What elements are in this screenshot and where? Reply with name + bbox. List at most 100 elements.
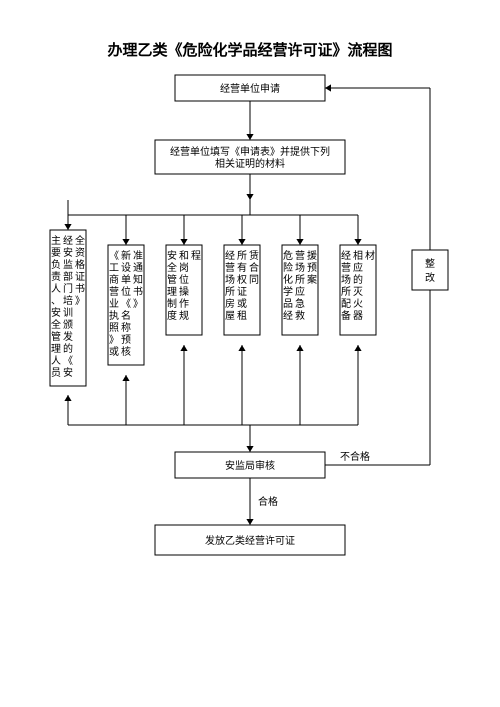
node-text: 要 xyxy=(51,247,61,259)
node-text: 业 xyxy=(109,298,119,310)
node-text: 营 xyxy=(225,261,235,274)
node-text: 险 xyxy=(283,261,293,274)
node-text: 相关证明的材料 xyxy=(215,157,285,170)
node-text: 全 xyxy=(75,234,85,247)
node-text: 通 xyxy=(133,262,143,274)
node-text: 证 xyxy=(75,271,85,283)
node-text: 场 xyxy=(295,261,305,274)
node-text: 称 xyxy=(121,321,131,334)
node-text: 或 xyxy=(237,298,247,310)
node-text: 、 xyxy=(51,296,61,307)
node-text: 岗 xyxy=(179,262,189,274)
node-text: 经营单位填写《申请表》并提供下列 xyxy=(170,145,330,158)
node-text: 营 xyxy=(109,285,119,298)
node-text: 预 xyxy=(307,262,317,274)
node-text: 设 xyxy=(121,262,131,274)
node-text: 安 xyxy=(63,366,73,379)
node-text: 经 xyxy=(63,234,73,247)
node-text: 和 xyxy=(179,250,189,262)
node-text: 准 xyxy=(133,250,143,262)
node-text: 管 xyxy=(167,273,177,286)
node-text: 火 xyxy=(353,298,363,310)
node-text: 的 xyxy=(63,342,73,355)
node-text: 赁 xyxy=(249,249,259,262)
node-text: 负 xyxy=(51,258,61,271)
node-text: 所 xyxy=(341,286,351,298)
node-text: 营 xyxy=(341,261,351,274)
node-text: 或 xyxy=(109,346,119,358)
node-text: 整 xyxy=(425,257,435,270)
node-text: 核 xyxy=(121,345,131,358)
diagram-title: 办理乙类《危险化学品经营许可证》流程图 xyxy=(107,41,392,59)
node-text: 安 xyxy=(51,306,61,319)
node-text: 《 xyxy=(121,298,131,310)
node-text: 配 xyxy=(341,298,351,310)
node-text: 《 xyxy=(63,355,73,367)
node-text: 经营单位申请 xyxy=(220,82,280,95)
node-text: 备 xyxy=(341,309,351,322)
node-text: 》 xyxy=(133,298,143,310)
node-text: 营 xyxy=(295,249,305,262)
node-text: 制 xyxy=(167,297,177,310)
node-text: 屋 xyxy=(225,310,235,322)
node-text: 救 xyxy=(295,309,305,322)
node-text: 颁 xyxy=(63,319,73,331)
node-text: 照 xyxy=(109,322,119,334)
node-text: 资 xyxy=(75,247,85,259)
node-text: 书 xyxy=(75,283,85,295)
node-text: 监 xyxy=(63,258,73,271)
node-text: 有 xyxy=(237,261,247,274)
node-text: 操 xyxy=(179,285,189,298)
node-text: 位 xyxy=(179,273,189,286)
node-text: 安 xyxy=(167,249,177,262)
node-text: 单 xyxy=(121,274,131,286)
node-text: 》 xyxy=(75,295,85,307)
node-text: 书 xyxy=(133,286,143,298)
node-text: 作 xyxy=(179,298,189,310)
node-text: 商 xyxy=(109,273,119,286)
node-text: 所 xyxy=(225,286,235,298)
edge-label: 合格 xyxy=(258,495,278,508)
node-text: 合 xyxy=(249,261,259,274)
node-text: 所 xyxy=(295,274,305,286)
node-text: 理 xyxy=(51,343,61,355)
node-text: 发放乙类经营许可证 xyxy=(205,534,295,547)
node-text: 度 xyxy=(167,309,177,322)
node-text: 全 xyxy=(167,261,177,274)
node-text: 学 xyxy=(283,285,293,298)
node-text: 经 xyxy=(225,249,235,262)
node-text: 场 xyxy=(341,273,351,286)
node-text: 化 xyxy=(283,273,293,286)
node-text: 安 xyxy=(63,246,73,259)
node-text: 房 xyxy=(225,297,235,310)
node-text: 危 xyxy=(283,250,293,262)
node-text: 人 xyxy=(51,283,61,295)
node-text: 同 xyxy=(249,274,259,286)
flowchart-canvas: 办理乙类《危险化学品经营许可证》流程图合格不合格经营单位申请经营单位填写《申请表… xyxy=(0,0,500,707)
node-text: 应 xyxy=(295,285,305,298)
node-text: 培 xyxy=(63,294,73,307)
node-text: 材 xyxy=(365,249,375,262)
node-text: 格 xyxy=(75,258,85,271)
node-text: 援 xyxy=(307,249,317,262)
node-text: 器 xyxy=(353,310,363,322)
node-text: 知 xyxy=(133,273,143,286)
node-text: 责 xyxy=(51,270,61,283)
node-text: 急 xyxy=(295,297,305,310)
node-text: 全 xyxy=(51,318,61,331)
node-text: 《 xyxy=(109,250,119,262)
node-text: 程 xyxy=(191,250,201,262)
node-text: 人 xyxy=(51,355,61,367)
node-text: 的 xyxy=(353,273,363,286)
node-text: 发 xyxy=(63,330,73,343)
node-text: 》 xyxy=(109,334,119,346)
node-text: 所 xyxy=(237,250,247,262)
node-text: 部 xyxy=(63,270,73,283)
node-text: 工 xyxy=(109,263,119,274)
node-text: 案 xyxy=(307,273,317,286)
node-text: 主 xyxy=(51,235,61,247)
node-text: 场 xyxy=(225,273,235,286)
node-text: 员 xyxy=(51,367,61,379)
node-text: 位 xyxy=(121,285,131,298)
node-text: 相 xyxy=(353,249,363,262)
